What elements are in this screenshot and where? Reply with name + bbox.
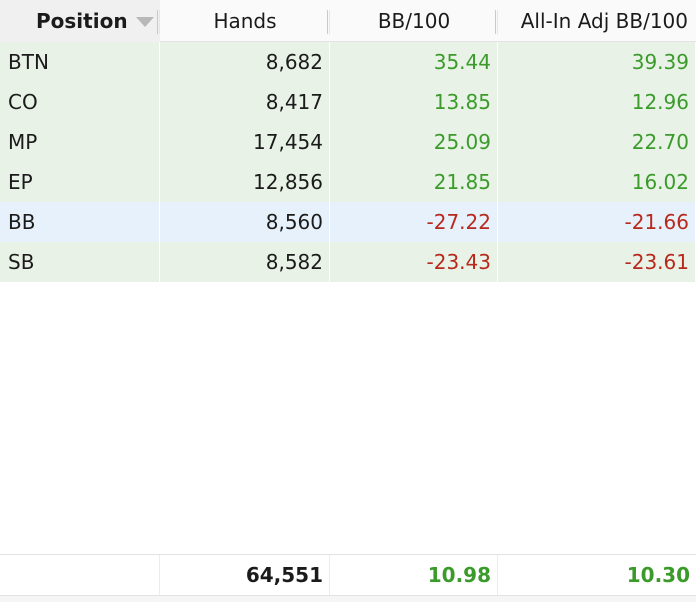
cell-position: BTN [0,42,160,82]
cell-position: MP [0,122,160,162]
table-row[interactable]: EP 12,856 21.85 16.02 [0,162,696,202]
cell-bb100: 35.44 [330,42,498,82]
total-hands: 64,551 [160,555,330,595]
cell-hands: 8,417 [160,82,330,122]
table-row[interactable]: MP 17,454 25.09 22.70 [0,122,696,162]
cell-position: EP [0,162,160,202]
column-header-bb100-label: BB/100 [377,9,451,33]
cell-hands: 8,560 [160,202,330,242]
column-header-hands-label: Hands [213,9,277,33]
table-row[interactable]: CO 8,417 13.85 12.96 [0,82,696,122]
cell-allin-adj: -21.66 [498,202,696,242]
table-header: Position Hands BB/100 All-In Adj BB/100 [0,0,696,42]
cell-allin-adj: 39.39 [498,42,696,82]
cell-allin-adj: -23.61 [498,242,696,282]
total-bb100: 10.98 [330,555,498,595]
cell-bb100: -23.43 [330,242,498,282]
column-header-position-label: Position [36,9,128,33]
cell-allin-adj: 12.96 [498,82,696,122]
cell-position: SB [0,242,160,282]
column-header-hands[interactable]: Hands [160,0,330,42]
table-bottom-edge [0,596,696,602]
column-header-position[interactable]: Position [0,0,160,42]
cell-allin-adj: 22.70 [498,122,696,162]
cell-allin-adj: 16.02 [498,162,696,202]
total-position [0,555,160,595]
cell-position: CO [0,82,160,122]
cell-bb100: 21.85 [330,162,498,202]
cell-bb100: 13.85 [330,82,498,122]
cell-hands: 17,454 [160,122,330,162]
column-header-allin-adj[interactable]: All-In Adj BB/100 [498,0,696,42]
table-row[interactable]: BTN 8,682 35.44 39.39 [0,42,696,82]
totals-row: 64,551 10.98 10.30 [0,554,696,596]
cell-hands: 8,682 [160,42,330,82]
cell-bb100: -27.22 [330,202,498,242]
table-row[interactable]: BB 8,560 -27.22 -21.66 [0,202,696,242]
total-allin-adj: 10.30 [626,563,690,587]
table-body: BTN 8,682 35.44 39.39 CO 8,417 13.85 12.… [0,42,696,282]
cell-hands: 12,856 [160,162,330,202]
cell-bb100: 25.09 [330,122,498,162]
column-header-bb100[interactable]: BB/100 [330,0,498,42]
table-row[interactable]: SB 8,582 -23.43 -23.61 [0,242,696,282]
cell-position: BB [0,202,160,242]
cell-hands: 8,582 [160,242,330,282]
column-header-allin-adj-label: All-In Adj BB/100 [520,9,688,33]
sort-descending-icon[interactable] [135,17,154,27]
